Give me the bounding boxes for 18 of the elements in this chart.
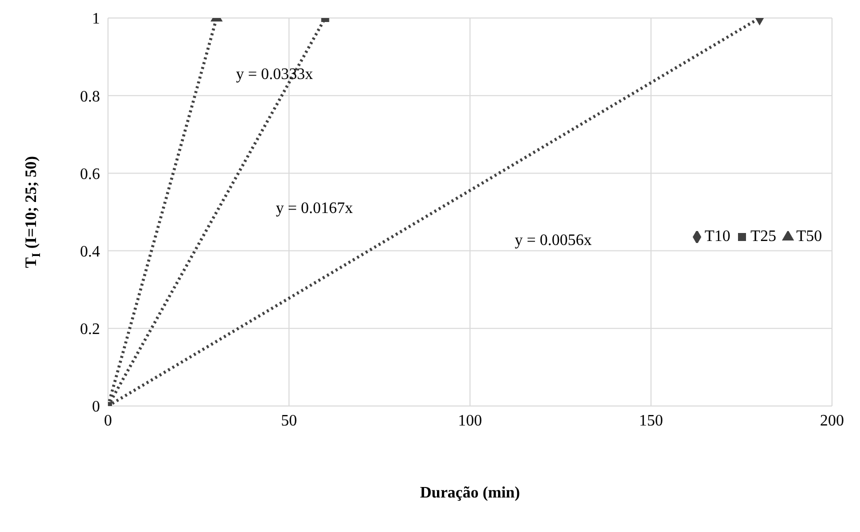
legend-label: T50 [795, 228, 822, 246]
x-axis-title: Duração (min) [420, 484, 520, 502]
x-tick-label: 200 [820, 412, 844, 430]
y-tick-label: 0.2 [80, 321, 100, 338]
y-tick-label: 0.4 [80, 243, 100, 260]
y-tick-label: 0.8 [80, 88, 100, 106]
legend-label: T10 [704, 228, 730, 246]
legend-label: T25 [749, 228, 776, 246]
annotation: y = 0.0056x [514, 232, 592, 250]
y-tick-label: 0 [92, 398, 100, 416]
x-tick-label: 50 [281, 412, 297, 430]
y-tick-label: 1 [92, 10, 100, 28]
annotation: y = 0.0167x [276, 200, 353, 218]
x-tick-label: 150 [639, 412, 663, 430]
y-tick-label: 0.6 [80, 166, 100, 183]
x-tick-label: 0 [104, 412, 112, 430]
annotation: y = 0.0333x [236, 66, 314, 84]
x-tick-label: 100 [458, 412, 482, 430]
